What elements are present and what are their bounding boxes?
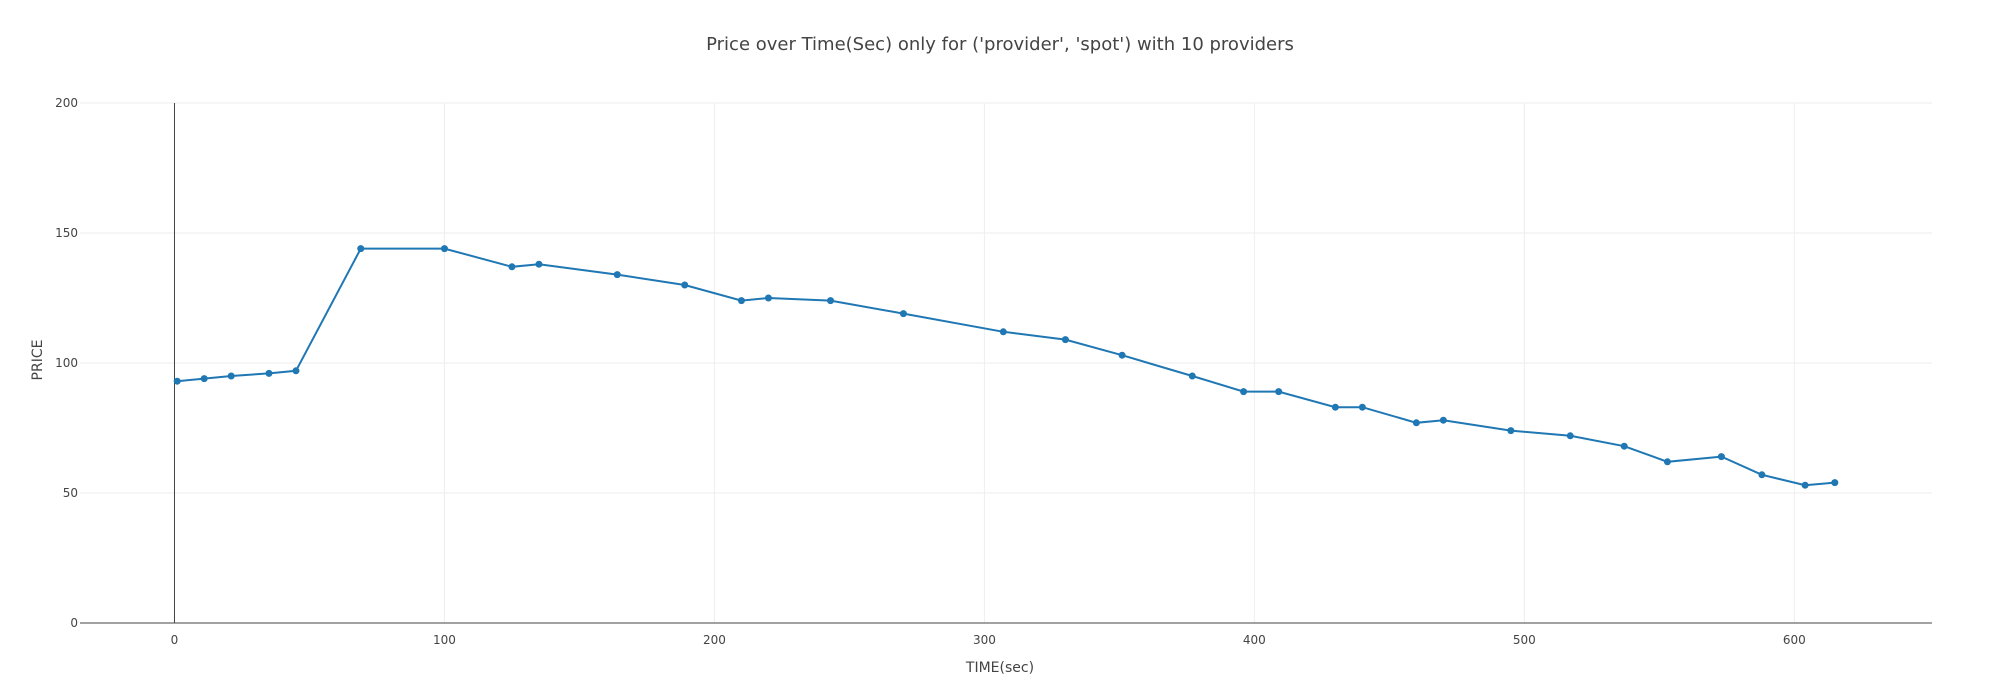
chart-title: Price over Time(Sec) only for ('provider… [706,34,1294,55]
x-tick-label: 0 [171,633,179,647]
x-tick-label: 600 [1783,633,1806,647]
data-point[interactable] [1358,403,1366,411]
data-point[interactable] [1188,372,1196,380]
y-tick-label: 200 [55,96,78,110]
data-point[interactable] [1331,403,1339,411]
data-point[interactable] [764,294,772,302]
series-layer [173,245,1839,489]
data-point[interactable] [1240,388,1248,396]
data-point[interactable] [508,263,516,271]
tick-labels: 0 50 100 150 200 0 100 200 300 400 500 600 [55,96,1806,647]
data-point[interactable] [535,260,543,268]
data-point[interactable] [1758,471,1766,479]
data-point[interactable] [737,297,745,305]
data-point[interactable] [1831,479,1839,487]
data-point[interactable] [1118,351,1126,359]
x-tick-label: 500 [1513,633,1536,647]
data-point[interactable] [1439,416,1447,424]
data-point[interactable] [1412,419,1420,427]
data-point[interactable] [1663,458,1671,466]
x-tick-label: 300 [973,633,996,647]
x-tick-label: 100 [433,633,456,647]
data-point[interactable] [899,310,907,318]
y-axis-label: PRICE [30,340,46,381]
data-point[interactable] [827,297,835,305]
data-point[interactable] [613,271,621,279]
data-point[interactable] [1566,432,1574,440]
data-point[interactable] [999,328,1007,336]
data-point[interactable] [1801,481,1809,489]
data-point[interactable] [200,375,208,383]
axes [80,103,1932,624]
data-point[interactable] [1061,336,1069,344]
data-point[interactable] [1507,427,1515,435]
y-tick-label: 150 [55,226,78,240]
data-point[interactable] [1275,388,1283,396]
data-point[interactable] [681,281,689,289]
x-tick-label: 400 [1243,633,1266,647]
data-point[interactable] [227,372,235,380]
data-point[interactable] [1717,453,1725,461]
data-point[interactable] [173,377,181,385]
grid-lines [80,102,1932,623]
y-tick-label: 0 [70,616,78,630]
data-point[interactable] [1620,442,1628,450]
data-point[interactable] [440,245,448,253]
y-tick-label: 100 [55,356,78,370]
x-tick-label: 200 [703,633,726,647]
series-line [177,247,1835,487]
data-point[interactable] [265,369,273,377]
data-point[interactable] [292,367,300,375]
data-point[interactable] [357,245,365,253]
y-tick-label: 50 [63,486,78,500]
x-axis-label: TIME(sec) [965,660,1034,676]
